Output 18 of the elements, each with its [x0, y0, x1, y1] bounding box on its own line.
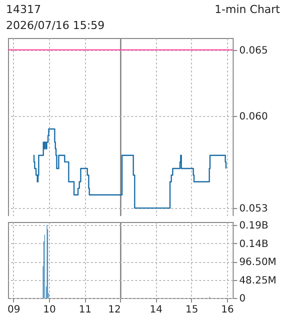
- x-tick-label: 10: [43, 304, 56, 316]
- text: 1-min Chart: [214, 2, 280, 18]
- y-tick-label: 0.19B: [240, 220, 269, 232]
- y-tick-label: 96.50M: [240, 257, 277, 268]
- x-tick-label: 15: [186, 304, 199, 316]
- y-tick-label: 0.060: [240, 111, 268, 122]
- x-tick-label: 11: [78, 304, 92, 316]
- x-tick-label: 09: [7, 304, 20, 316]
- chart-title: 14317: [6, 2, 41, 18]
- y-tick-label: 0.14B: [240, 238, 269, 250]
- chart-subtitle: 2026/07/16 15:59: [6, 18, 105, 34]
- y-tick-label: 48.25M: [240, 275, 277, 286]
- y-tick-label: 0.065: [240, 45, 268, 56]
- x-tick-label: 16: [222, 304, 234, 316]
- x-tick-label: 14: [150, 304, 163, 316]
- y-tick-label: 0: [240, 293, 246, 304]
- y-tick-label: 0.053: [240, 204, 268, 215]
- x-tick-label: 12: [108, 304, 121, 316]
